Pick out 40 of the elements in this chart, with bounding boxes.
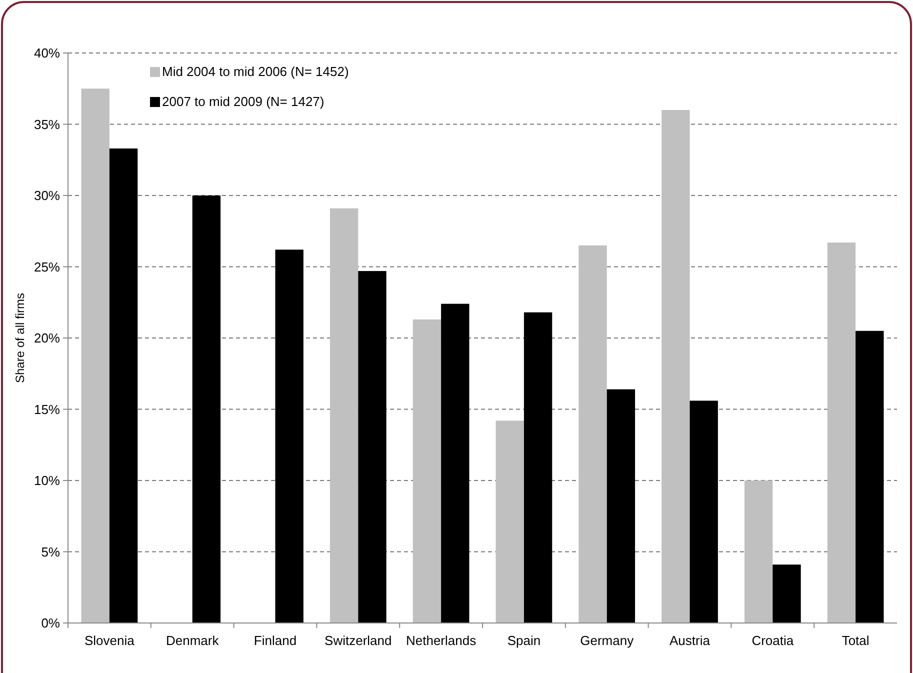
bar: [772, 564, 801, 623]
bar: [441, 304, 470, 623]
bar: [578, 245, 607, 623]
bar: [358, 271, 386, 623]
x-tick-label: Slovenia: [84, 633, 136, 648]
y-tick-label: 15%: [34, 402, 60, 417]
y-tick-label: 5%: [41, 544, 60, 560]
bar: [524, 312, 552, 623]
y-tick-label: 20%: [34, 330, 60, 346]
y-tick-label: 30%: [34, 188, 60, 204]
y-tick-label: 0%: [41, 616, 60, 631]
x-tick-label: Finland: [254, 633, 297, 648]
y-tick-label: 40%: [34, 46, 60, 61]
bar: [744, 480, 773, 623]
x-tick-label: Austria: [670, 633, 711, 648]
bar: [109, 148, 138, 623]
bar: [330, 208, 358, 623]
bar: [81, 88, 110, 623]
bar: [606, 389, 636, 623]
legend-label: Mid 2004 to mid 2006 (N= 1452): [162, 64, 349, 79]
x-tick-label: Croatia: [752, 633, 794, 648]
bar: [496, 420, 524, 623]
bar: [412, 319, 442, 623]
x-tick-label: Netherlands: [406, 633, 477, 648]
bar: [192, 196, 221, 623]
x-tick-label: Denmark: [166, 633, 220, 648]
bar: [275, 250, 304, 623]
y-tick-label: 35%: [34, 116, 60, 132]
bar: [856, 330, 884, 623]
x-tick-label: Switzerland: [324, 633, 392, 648]
bar: [827, 242, 856, 623]
bar: [662, 110, 690, 623]
legend-label: 2007 to mid 2009 (N= 1427): [162, 94, 324, 109]
y-tick-label: 25%: [34, 259, 60, 274]
y-tick-label: 10%: [34, 473, 60, 488]
x-tick-label: Germany: [580, 633, 634, 648]
y-axis-title: Share of all firms: [13, 292, 27, 384]
x-tick-label: Total: [842, 633, 870, 648]
bar: [690, 400, 718, 623]
x-tick-label: Spain: [507, 633, 541, 648]
